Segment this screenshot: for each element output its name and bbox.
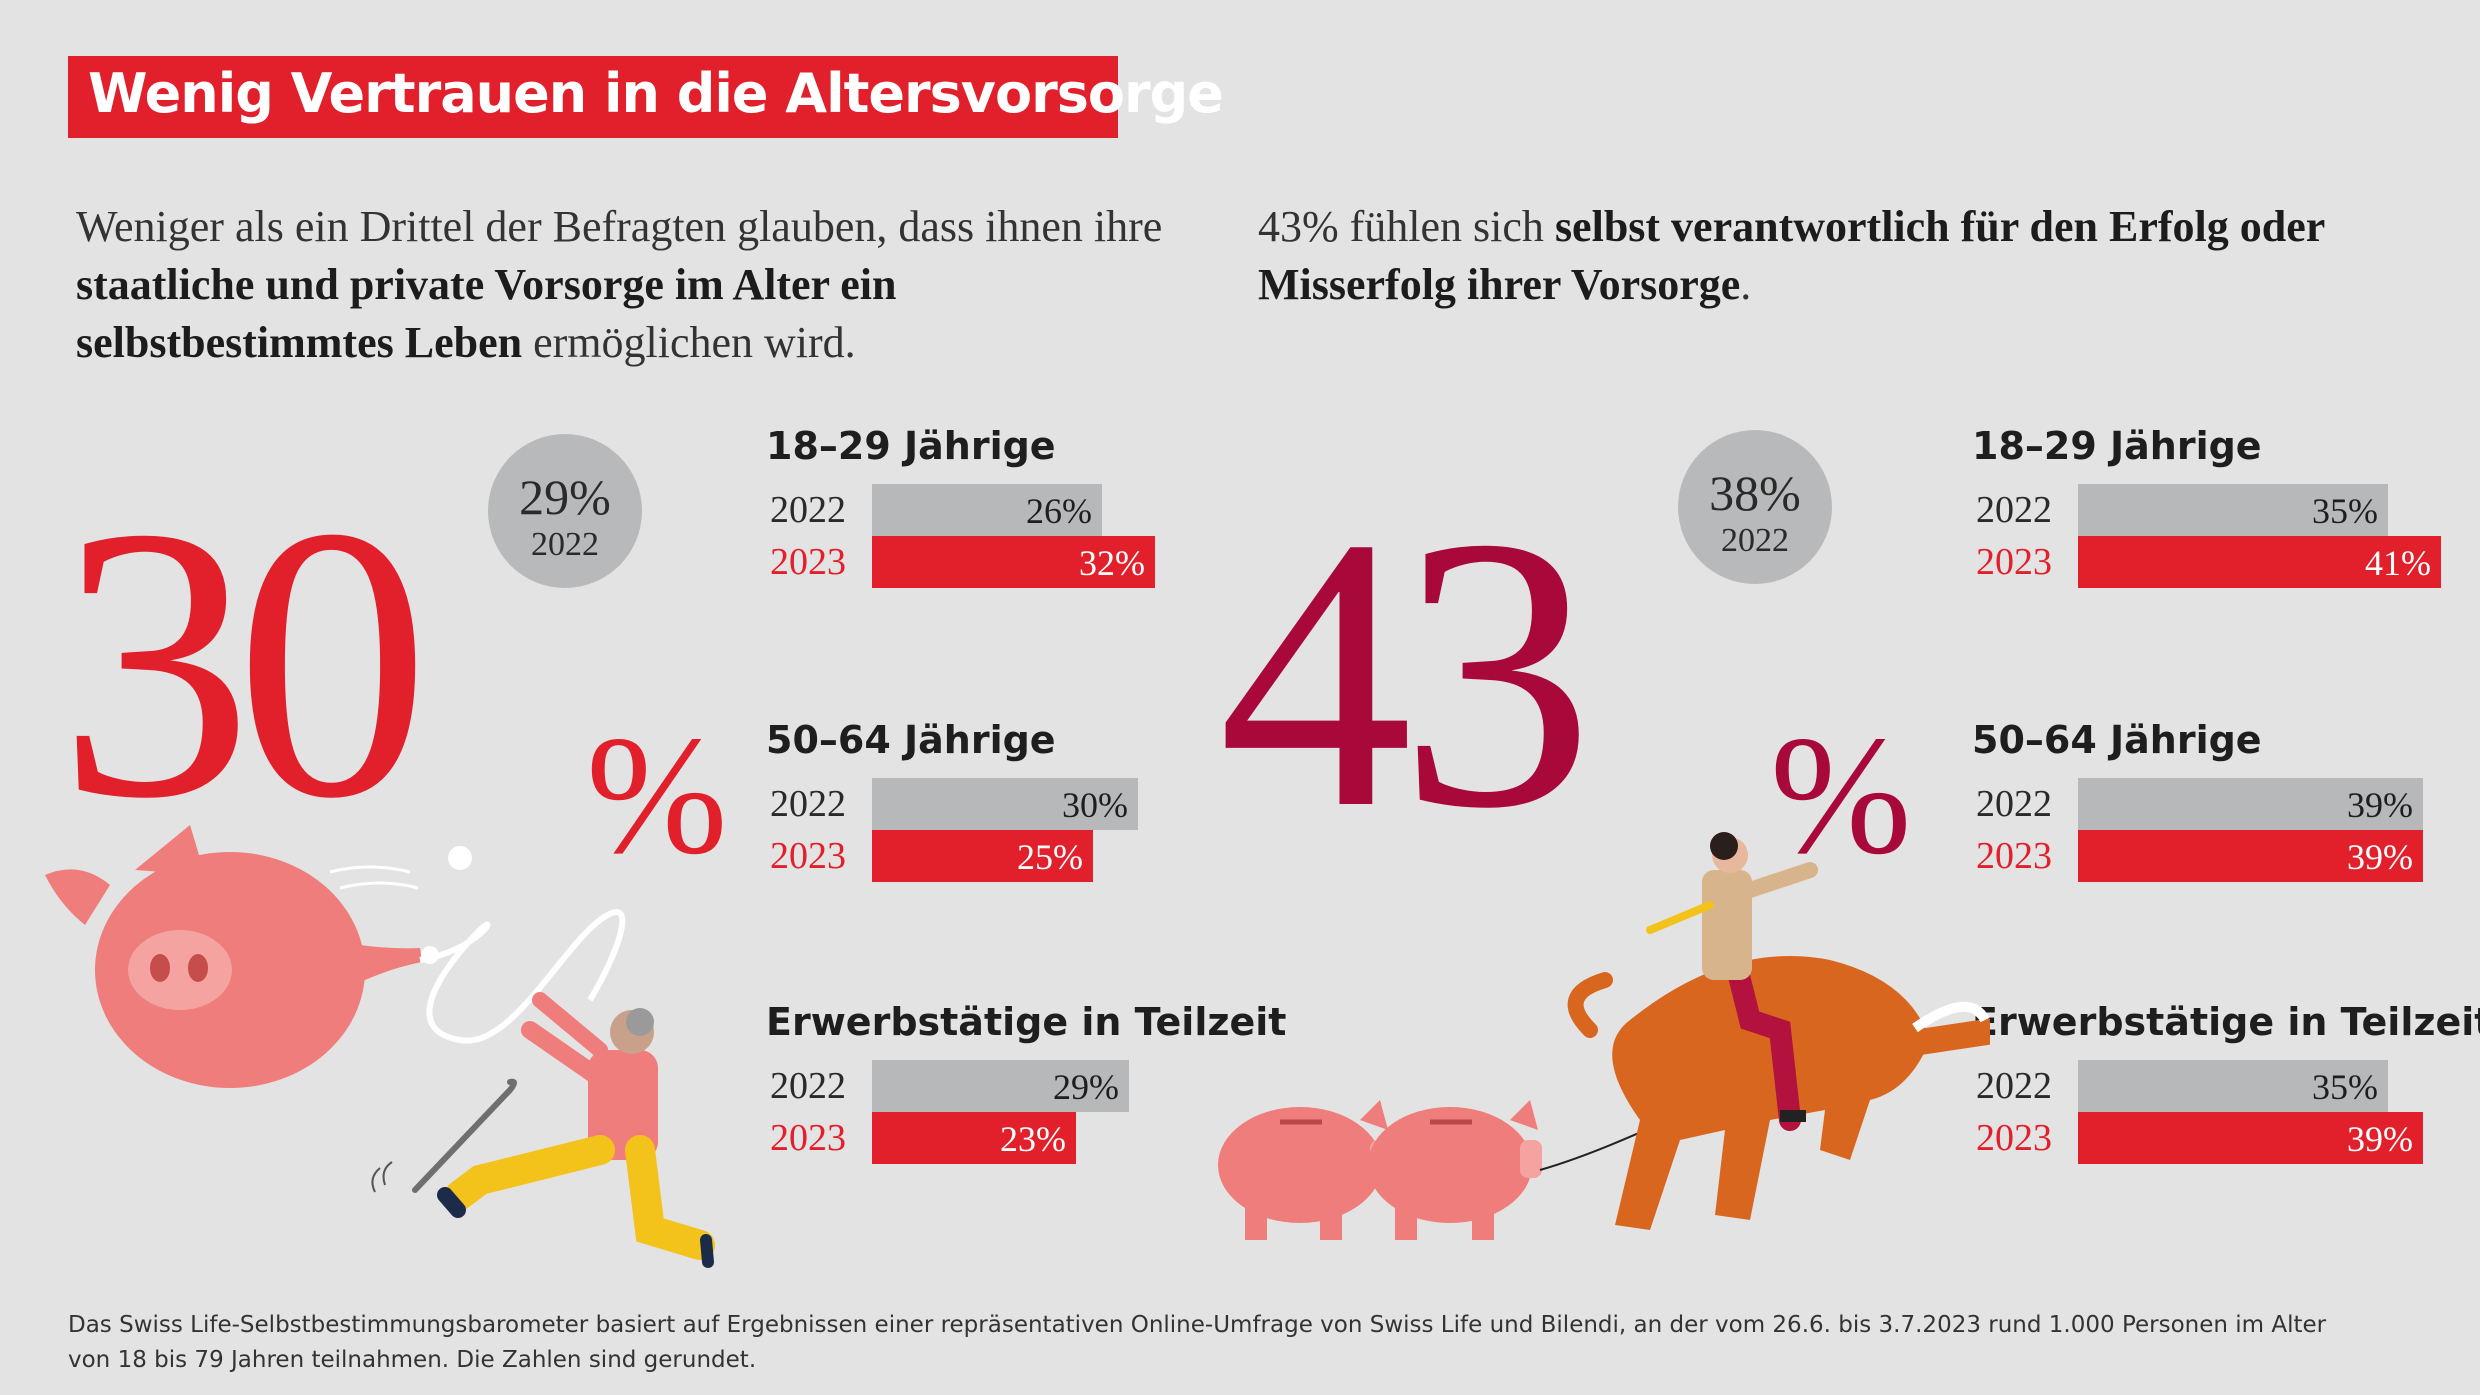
piggy-bank-icon xyxy=(1368,1100,1542,1240)
bar: 39% xyxy=(2078,830,2423,882)
bar-group: 18–29 Jährige 2022 26% 2023 32% xyxy=(766,424,1326,614)
right-headline-value: 43 xyxy=(1218,457,1594,889)
running-senior-icon xyxy=(437,992,715,1268)
footnote: Das Swiss Life-Selbstbestimmungsbaromete… xyxy=(68,1312,2327,1373)
bar-group: 50–64 Jährige 2022 30% 2023 25% xyxy=(766,718,1326,908)
left-intro: Weniger als ein Drittel der Befragten gl… xyxy=(76,198,1206,372)
bar: 26% xyxy=(872,484,1102,536)
bar-group: 18–29 Jährige 2022 35% 2023 41% xyxy=(1972,424,2480,614)
left-intro-bold: staatliche und private Vorsorge im Alter… xyxy=(76,260,897,367)
bar: 30% xyxy=(872,778,1138,830)
group-title: Erwerbstätige in Teilzeit xyxy=(766,1000,1287,1044)
right-intro-end: . xyxy=(1740,260,1752,309)
year-label: 2023 xyxy=(1976,541,2052,583)
bar: 41% xyxy=(2078,536,2441,588)
year-label: 2023 xyxy=(1976,835,2052,877)
bar: 39% xyxy=(2078,778,2423,830)
bar-value-label: 35% xyxy=(2312,1067,2378,1107)
bar: 35% xyxy=(2078,484,2388,536)
right-intro: 43% fühlen sich selbst verantwortlich fü… xyxy=(1258,198,2378,314)
title-banner: Wenig Vertrauen in die Altersvorsorge xyxy=(68,56,1224,138)
year-label: 2022 xyxy=(770,489,846,531)
left-illustration xyxy=(45,825,715,1268)
bar-value-label: 25% xyxy=(1017,837,1083,877)
left-previous-year: 2022 xyxy=(531,526,599,563)
year-label: 2022 xyxy=(1976,783,2052,825)
bar-value-label: 30% xyxy=(1062,785,1128,825)
year-label: 2022 xyxy=(770,1065,846,1107)
year-label: 2023 xyxy=(770,541,846,583)
bar-value-label: 39% xyxy=(2347,785,2413,825)
year-label: 2022 xyxy=(1976,489,2052,531)
bar: 32% xyxy=(872,536,1155,588)
page-title: Wenig Vertrauen in die Altersvorsorge xyxy=(88,62,1224,125)
bar-value-label: 23% xyxy=(1000,1119,1066,1159)
pig-balloon-icon xyxy=(45,825,626,1088)
right-intro-text: 43% fühlen sich xyxy=(1258,202,1555,251)
right-headline-unit: % xyxy=(1770,701,1912,889)
walking-cane-icon xyxy=(371,1078,517,1193)
year-label: 2023 xyxy=(770,835,846,877)
group-title: Erwerbstätige in Teilzeit xyxy=(1972,1000,2480,1044)
group-title: 50–64 Jährige xyxy=(1972,718,2262,762)
bar: 29% xyxy=(872,1060,1129,1112)
bar: 39% xyxy=(2078,1112,2423,1164)
left-intro-text: Weniger als ein Drittel der Befragten gl… xyxy=(76,202,1163,251)
piggy-bank-icon xyxy=(1218,1100,1392,1240)
bar-value-label: 29% xyxy=(1053,1067,1119,1107)
bar: 23% xyxy=(872,1112,1076,1164)
bar-group: Erwerbstätige in Teilzeit 2022 29% 2023 23% xyxy=(766,1000,1326,1190)
right-previous-bubble: 38% 2022 xyxy=(1678,430,1832,584)
left-headline-value: 30 xyxy=(58,447,430,879)
year-label: 2022 xyxy=(770,783,846,825)
bar-value-label: 41% xyxy=(2365,543,2431,583)
year-label: 2023 xyxy=(1976,1117,2052,1159)
group-title: 18–29 Jährige xyxy=(1972,424,2262,468)
bar-value-label: 26% xyxy=(1026,491,1092,531)
bar-group: Erwerbstätige in Teilzeit 2022 35% 2023 39% xyxy=(1972,1000,2480,1190)
group-title: 18–29 Jährige xyxy=(766,424,1056,468)
bar-value-label: 39% xyxy=(2347,837,2413,877)
year-label: 2023 xyxy=(770,1117,846,1159)
bar: 35% xyxy=(2078,1060,2388,1112)
left-intro-end: ermöglichen wird. xyxy=(522,318,856,367)
right-previous-value: 38% xyxy=(1709,465,1801,521)
bull-icon xyxy=(1567,956,1990,1230)
bar-value-label: 39% xyxy=(2347,1119,2413,1159)
bar-value-label: 32% xyxy=(1079,543,1145,583)
right-intro-bold: selbst verantwortlich für den Erfolg ode… xyxy=(1258,202,2325,309)
left-previous-bubble: 29% 2022 xyxy=(488,434,642,588)
bar-group: 50–64 Jährige 2022 39% 2023 39% xyxy=(1972,718,2480,908)
right-illustration xyxy=(1218,832,1990,1240)
bull-rider-icon xyxy=(1646,832,1818,1131)
left-headline-unit: % xyxy=(586,701,728,889)
group-title: 50–64 Jährige xyxy=(766,718,1056,762)
left-previous-value: 29% xyxy=(519,469,611,525)
bar: 25% xyxy=(872,830,1093,882)
year-label: 2022 xyxy=(1976,1065,2052,1107)
bar-value-label: 35% xyxy=(2312,491,2378,531)
right-previous-year: 2022 xyxy=(1721,522,1789,559)
